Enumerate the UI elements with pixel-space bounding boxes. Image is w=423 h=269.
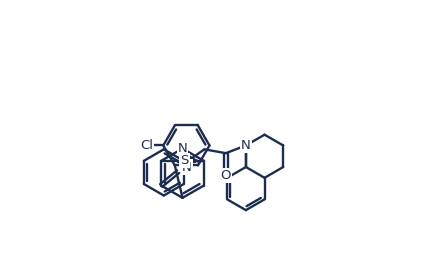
Text: Cl: Cl — [140, 139, 153, 152]
Text: O: O — [221, 169, 231, 182]
Text: S: S — [180, 154, 189, 167]
Text: N: N — [182, 161, 192, 174]
Text: N: N — [178, 142, 187, 155]
Text: N: N — [241, 139, 251, 152]
